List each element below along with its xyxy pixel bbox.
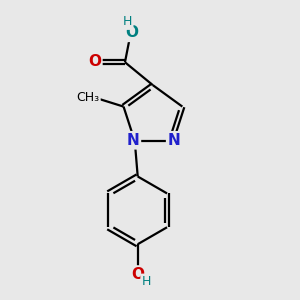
- Text: CH₃: CH₃: [76, 91, 99, 104]
- Text: N: N: [168, 133, 180, 148]
- Text: H: H: [142, 275, 151, 288]
- Text: O: O: [131, 267, 145, 282]
- Text: O: O: [88, 54, 101, 69]
- Text: H: H: [123, 15, 132, 28]
- Text: O: O: [125, 25, 138, 40]
- Text: N: N: [127, 133, 140, 148]
